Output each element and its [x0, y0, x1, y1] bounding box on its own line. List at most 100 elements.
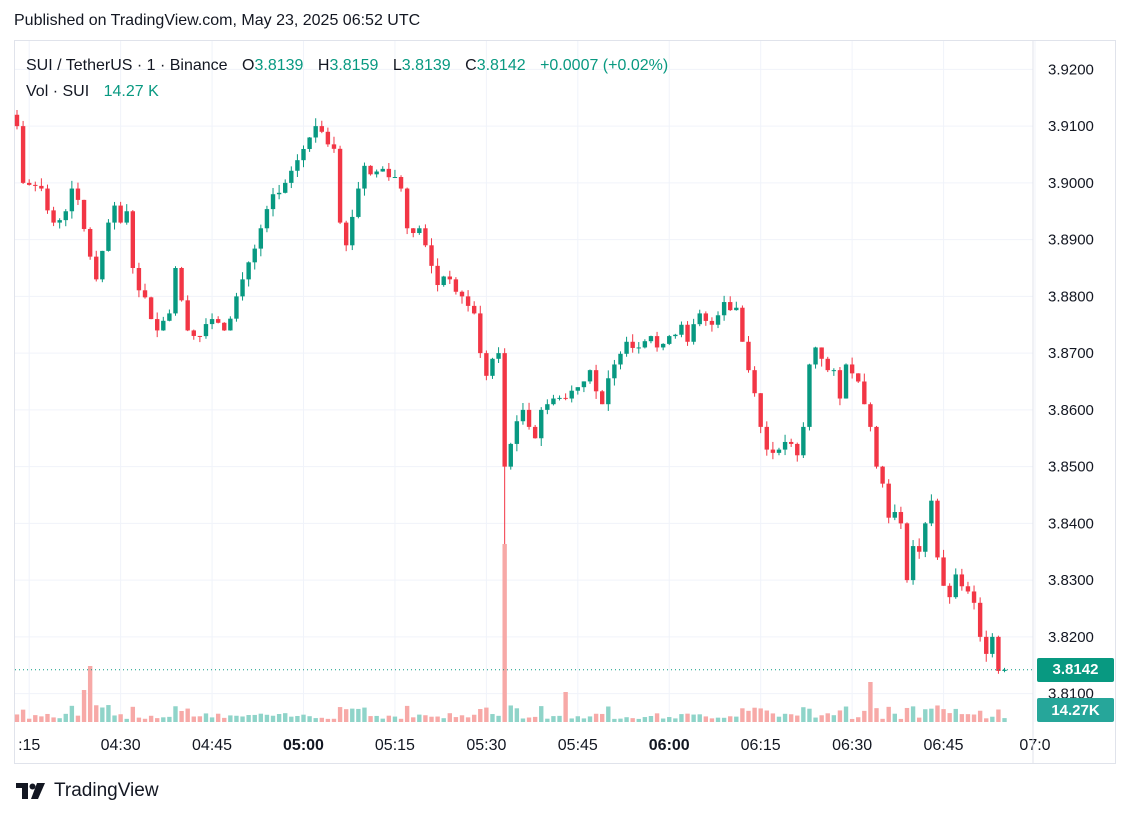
candle: [581, 381, 587, 388]
candle: [478, 313, 483, 354]
candle: [947, 585, 952, 598]
volume-bar: [106, 705, 111, 722]
volume-bar: [581, 718, 587, 722]
candle: [283, 182, 288, 193]
volume-bar: [289, 716, 294, 722]
volume-bar: [173, 706, 178, 722]
y-tick-label: 3.9000: [1048, 175, 1094, 192]
candle: [404, 188, 410, 229]
candle: [33, 184, 38, 186]
candle: [374, 171, 379, 175]
volume-bar: [898, 718, 904, 722]
volume-bar: [197, 716, 203, 722]
candle: [118, 205, 123, 223]
volume-bar: [856, 717, 861, 722]
volume-bar: [356, 708, 361, 722]
volume-bar: [270, 715, 276, 722]
volume-bar: [234, 715, 239, 722]
candle: [301, 148, 306, 161]
volume-bar: [935, 705, 940, 722]
volume-bar: [612, 718, 617, 722]
volume-bar: [593, 713, 599, 722]
candle: [222, 322, 227, 331]
y-tick-label: 3.8400: [1048, 515, 1094, 532]
candle: [691, 324, 696, 342]
volume-bar: [185, 708, 190, 722]
volume-bar: [26, 718, 32, 722]
tradingview-logo[interactable]: TradingView: [16, 780, 159, 802]
volume-bar: [307, 716, 312, 722]
chart-frame[interactable]: [14, 40, 1116, 764]
legend-open-value: 3.8139: [254, 57, 304, 74]
candle: [87, 228, 93, 257]
volume-bar: [283, 713, 288, 722]
candle: [343, 222, 349, 246]
volume-bar: [118, 714, 123, 722]
x-tick-label: 05:45: [558, 737, 598, 754]
candle: [660, 343, 666, 348]
volume-bar: [69, 705, 75, 722]
candle: [612, 364, 617, 379]
volume-bar: [87, 666, 93, 722]
legend-volume-label[interactable]: Vol · SUI: [26, 83, 90, 100]
candle: [734, 307, 739, 311]
volume-bar: [331, 718, 337, 722]
candle: [898, 512, 904, 524]
volume-bar: [75, 715, 81, 722]
volume-bar: [569, 718, 574, 722]
candle: [685, 324, 690, 342]
candle: [916, 546, 922, 552]
volume-bar: [728, 716, 733, 722]
candle: [502, 353, 507, 467]
candle: [167, 313, 172, 321]
y-tick-label: 3.9200: [1048, 61, 1094, 78]
volume-bar: [673, 718, 678, 722]
volume-bar: [636, 718, 641, 722]
candle: [709, 320, 715, 325]
volume-bar: [423, 715, 428, 722]
volume-bar: [100, 707, 105, 722]
legend-high-value: 3.8159: [329, 57, 379, 74]
volume-bar: [685, 713, 690, 722]
volume-bar: [929, 708, 934, 722]
volume-bar: [502, 544, 507, 722]
volume-bar: [124, 718, 129, 722]
volume-bar: [776, 716, 782, 722]
volume-bar: [831, 715, 837, 722]
legend-close-value: 3.8142: [476, 57, 526, 74]
volume-bar: [752, 707, 757, 722]
volume-bar: [843, 706, 849, 722]
candle: [606, 378, 611, 405]
candle: [429, 245, 434, 266]
volume-bar: [910, 706, 916, 722]
published-header: Published on TradingView.com, May 23, 20…: [14, 12, 421, 29]
volume-bar: [112, 715, 117, 722]
x-tick-label: 06:30: [832, 737, 872, 754]
volume-bar: [965, 714, 971, 722]
volume-bar: [679, 714, 684, 722]
volume-bar: [404, 705, 410, 722]
volume-bar: [81, 690, 87, 722]
volume-bar: [362, 707, 367, 722]
volume-bar: [813, 717, 818, 722]
current-volume-tag: 14.27K: [1037, 698, 1114, 722]
candle: [593, 370, 599, 392]
candle: [173, 268, 178, 314]
volume-bar: [563, 692, 568, 722]
candle: [721, 302, 727, 316]
candle: [874, 426, 879, 467]
candle: [100, 250, 105, 280]
volume-bar: [484, 707, 489, 722]
volume-bar: [770, 713, 776, 722]
volume-bar: [545, 718, 550, 722]
candle: [362, 165, 367, 189]
volume-bar: [179, 710, 184, 722]
volume-bar: [709, 718, 715, 722]
volume-bar: [258, 713, 264, 722]
candle: [155, 319, 160, 331]
volume-bar: [478, 708, 483, 722]
legend-symbol[interactable]: SUI / TetherUS · 1 · Binance: [26, 57, 228, 74]
legend-high-label: H: [317, 57, 330, 74]
volume-bar: [740, 708, 745, 722]
